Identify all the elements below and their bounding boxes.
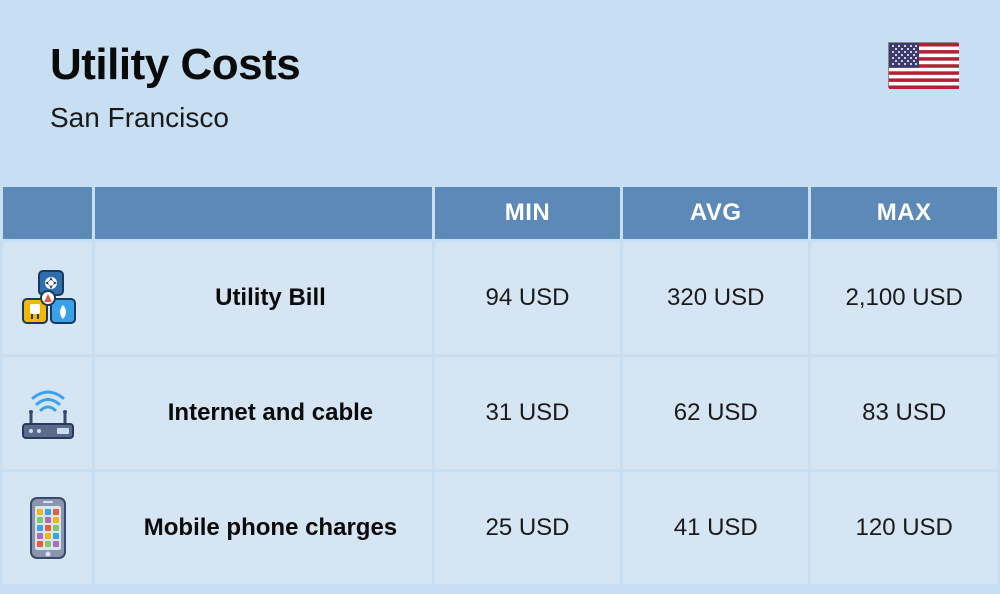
header-avg: AVG <box>623 187 808 239</box>
costs-table: MIN AVG MAX <box>0 184 1000 587</box>
row-min: 94 USD <box>435 242 620 354</box>
usa-flag-icon <box>888 42 958 88</box>
row-max: 120 USD <box>811 472 997 584</box>
phone-icon <box>3 472 92 584</box>
page-subtitle: San Francisco <box>50 102 950 134</box>
row-avg: 320 USD <box>623 242 808 354</box>
header-empty-icon <box>3 187 92 239</box>
row-label: Utility Bill <box>95 242 432 354</box>
utility-icon <box>3 242 92 354</box>
table-header-row: MIN AVG MAX <box>3 187 997 239</box>
table-row: Utility Bill 94 USD 320 USD 2,100 USD <box>3 242 997 354</box>
row-avg: 41 USD <box>623 472 808 584</box>
header: Utility Costs San Francisco <box>0 0 1000 154</box>
row-max: 2,100 USD <box>811 242 997 354</box>
table-row: Internet and cable 31 USD 62 USD 83 USD <box>3 357 997 469</box>
row-avg: 62 USD <box>623 357 808 469</box>
header-max: MAX <box>811 187 997 239</box>
header-empty-label <box>95 187 432 239</box>
row-label: Internet and cable <box>95 357 432 469</box>
row-min: 25 USD <box>435 472 620 584</box>
page-title: Utility Costs <box>50 40 950 90</box>
row-label: Mobile phone charges <box>95 472 432 584</box>
row-max: 83 USD <box>811 357 997 469</box>
table-row: Mobile phone charges 25 USD 41 USD 120 U… <box>3 472 997 584</box>
row-min: 31 USD <box>435 357 620 469</box>
router-icon <box>3 357 92 469</box>
header-min: MIN <box>435 187 620 239</box>
